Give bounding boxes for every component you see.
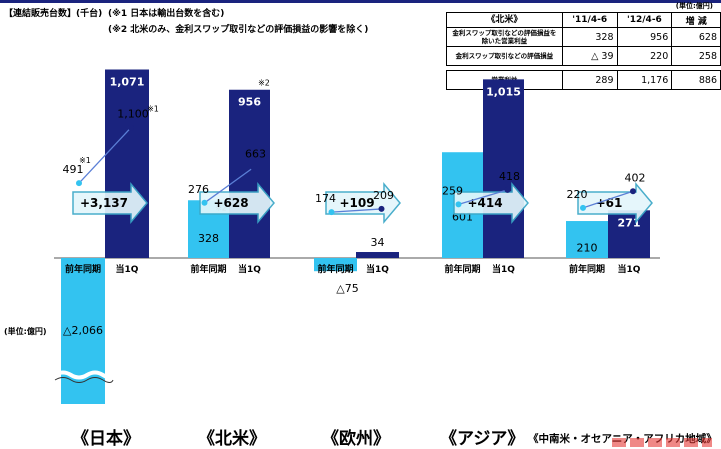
bar-current-quarter bbox=[483, 79, 524, 258]
chart-unit-label: (単位:億円) bbox=[4, 327, 47, 336]
axis-break-mark bbox=[53, 370, 115, 380]
sales-point-current bbox=[378, 205, 385, 212]
sales-label-current: 663 bbox=[245, 147, 266, 160]
sales-point-current bbox=[630, 188, 636, 195]
region-label-north-america: 《北米》 bbox=[198, 429, 266, 449]
change-arrow bbox=[453, 181, 529, 225]
top-border-line bbox=[0, 0, 721, 3]
sales-point-prior bbox=[328, 209, 335, 216]
change-label: +3,137 bbox=[80, 196, 128, 210]
change-label: +628 bbox=[213, 196, 248, 210]
region-label-japan: 《日本》 bbox=[72, 429, 140, 449]
x-tick-label-prior: 前年同期 bbox=[569, 263, 605, 275]
data-label-current: 271 bbox=[618, 216, 641, 229]
x-tick-label-current: 当1Q bbox=[238, 263, 261, 275]
data-label-current-note: ※2 bbox=[258, 79, 270, 88]
table-cell: 886 bbox=[671, 70, 721, 90]
bar-current-quarter bbox=[229, 89, 270, 258]
x-tick-label-prior: 前年同期 bbox=[190, 263, 226, 275]
data-label-prior: △75 bbox=[336, 282, 358, 295]
sales-label-current-note: ※1 bbox=[147, 105, 159, 114]
axis-break-line bbox=[54, 377, 114, 383]
north-america-profit-table: 《北米》 '11/4-6 '12/4-6 増 減 金利スワップ取引などの評価損益… bbox=[446, 12, 721, 90]
sales-point-current bbox=[504, 186, 511, 193]
data-label-current: 1,071 bbox=[110, 76, 145, 89]
sales-line bbox=[331, 208, 382, 213]
change-label: +109 bbox=[339, 196, 374, 210]
region-label-asia: 《アジア》 bbox=[440, 429, 525, 449]
bar-prior-year bbox=[314, 258, 357, 272]
sales-label-prior: 276 bbox=[188, 183, 209, 196]
sales-point-current bbox=[128, 124, 134, 131]
sales-line bbox=[582, 190, 634, 209]
sales-label-current: 418 bbox=[499, 170, 520, 183]
change-label: +414 bbox=[467, 196, 502, 210]
sales-label-prior: 174 bbox=[315, 192, 336, 205]
sales-label-prior: 491 bbox=[63, 163, 84, 176]
change-arrow bbox=[72, 181, 148, 225]
sales-point-current bbox=[250, 164, 257, 171]
x-tick-label-current: 当1Q bbox=[618, 263, 641, 275]
data-label-prior: 328 bbox=[198, 232, 219, 245]
sales-label-prior-note: ※1 bbox=[79, 156, 91, 165]
x-tick-label-current: 当1Q bbox=[116, 263, 139, 275]
note-2: (※2 北米のみ、金利スワップ取引などの評価損益の影響を除く) bbox=[108, 25, 369, 35]
change-label: +61 bbox=[596, 196, 623, 210]
region-label-europe: 《欧州》 bbox=[322, 429, 390, 449]
sales-label-prior: 220 bbox=[567, 188, 588, 201]
table-unit-label: (単位:億円) bbox=[675, 2, 713, 10]
bar-prior-year bbox=[61, 258, 105, 404]
sales-line bbox=[78, 127, 132, 184]
data-label-current: 1,015 bbox=[486, 85, 521, 98]
sales-label-current: 209 bbox=[373, 189, 394, 202]
sales-point-prior bbox=[455, 201, 462, 208]
x-tick-label-prior: 前年同期 bbox=[65, 263, 101, 275]
table-cell: 1,176 bbox=[616, 70, 673, 90]
sales-label-current: 1,100 bbox=[117, 108, 149, 121]
table-row: 金利スワップ取引などの評価損益 △ 39 220 258 bbox=[446, 46, 721, 66]
data-label-current: 34 bbox=[371, 236, 385, 249]
decorative-red-stripe bbox=[612, 438, 712, 447]
data-label-current: 956 bbox=[238, 96, 261, 109]
sales-point-prior bbox=[76, 180, 82, 187]
sales-line bbox=[204, 166, 254, 204]
change-arrow bbox=[325, 181, 401, 225]
bar-current-quarter bbox=[356, 252, 399, 258]
bar-prior-year bbox=[566, 221, 608, 258]
sales-point-prior bbox=[201, 199, 208, 206]
bar-current-quarter bbox=[105, 69, 149, 258]
data-label-prior: △2,066 bbox=[63, 324, 103, 337]
data-label-prior: 210 bbox=[577, 241, 598, 254]
x-tick-label-current: 当1Q bbox=[492, 263, 515, 275]
chart-header-title: 【連結販売台数】(千台) bbox=[4, 9, 103, 19]
x-tick-label-prior: 前年同期 bbox=[317, 263, 353, 275]
sales-label-prior: 259 bbox=[442, 184, 463, 197]
x-tick-label-prior: 前年同期 bbox=[444, 263, 480, 275]
x-tick-label-current: 当1Q bbox=[366, 263, 389, 275]
bar-current-quarter bbox=[608, 210, 650, 258]
sales-point-prior bbox=[580, 204, 586, 211]
sales-line bbox=[458, 189, 508, 205]
note-1: (※1 日本は輸出台数を含む) bbox=[108, 9, 225, 19]
sales-label-current: 402 bbox=[625, 171, 646, 184]
table-cell: 289 bbox=[561, 70, 618, 90]
